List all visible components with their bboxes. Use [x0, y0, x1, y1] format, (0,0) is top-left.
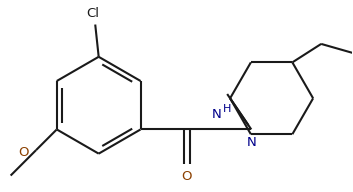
- Text: O: O: [19, 146, 29, 159]
- Text: N: N: [212, 108, 222, 121]
- Text: Cl: Cl: [86, 7, 100, 20]
- Text: H: H: [223, 104, 231, 114]
- Text: O: O: [181, 170, 192, 183]
- Text: N: N: [246, 136, 256, 149]
